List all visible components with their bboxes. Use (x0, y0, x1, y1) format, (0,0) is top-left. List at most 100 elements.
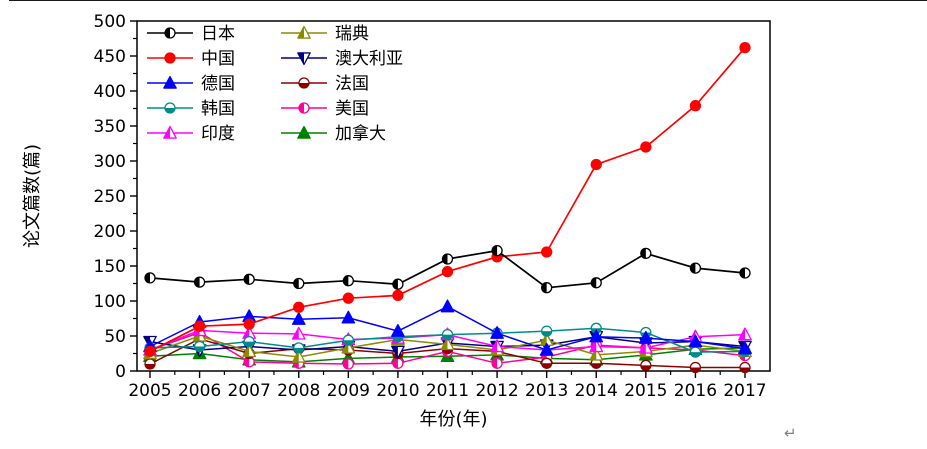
data-point-marker (541, 246, 553, 258)
data-point-marker (440, 299, 455, 313)
data-point-marker (689, 361, 702, 374)
series-layer (143, 41, 752, 374)
data-point-marker (392, 289, 404, 302)
x-axis-title: 年份(年) (419, 409, 487, 430)
legend-item-india: 印度 (147, 124, 235, 144)
x-tick-label: 2017 (723, 381, 766, 401)
legend-label-china: 中国 (201, 49, 235, 69)
data-point-marker (541, 282, 553, 294)
x-tick-label: 2007 (228, 381, 271, 401)
data-point-marker (640, 141, 652, 153)
data-point-marker (291, 312, 306, 325)
data-point-marker (293, 277, 305, 290)
data-point-marker (589, 347, 604, 361)
x-axis: 2005 2006 2007 2008 2009 2010 2011 2012 2013 2014… (128, 371, 767, 430)
legend-label-germany: 德国 (201, 74, 235, 94)
data-point-marker (739, 41, 751, 54)
data-point-marker (341, 340, 356, 354)
x-tick-label: 2015 (624, 381, 667, 401)
data-point-marker (541, 357, 553, 369)
data-point-marker (243, 273, 255, 285)
x-tick-label: 2012 (475, 381, 518, 401)
data-point-marker (298, 102, 310, 114)
series-japan (144, 244, 751, 294)
data-point-marker (589, 329, 604, 343)
x-tick-label: 2013 (525, 381, 568, 401)
data-point-marker (590, 158, 602, 171)
data-point-marker (164, 27, 176, 39)
data-point-marker (640, 359, 652, 372)
page-frame-top-border (9, 0, 927, 1)
data-point-marker (590, 277, 602, 289)
data-point-marker (164, 102, 176, 114)
x-tick-label: 2005 (128, 381, 171, 401)
data-point-marker (193, 340, 206, 353)
y-tick-label: 450 (94, 47, 126, 67)
x-tick-label: 2009 (327, 381, 370, 401)
legend-label-japan: 日本 (201, 24, 235, 44)
data-point-marker (291, 326, 306, 340)
legend-item-japan: 日本 (147, 24, 235, 44)
data-point-marker (297, 52, 311, 66)
data-point-marker (639, 340, 653, 354)
legend-label-sweden: 瑞典 (335, 24, 369, 44)
legend-item-sweden: 瑞典 (281, 24, 369, 44)
data-point-marker (491, 357, 503, 369)
data-point-marker (342, 358, 354, 370)
data-point-marker (297, 25, 311, 39)
data-point-marker (490, 326, 504, 339)
data-point-marker (689, 100, 702, 112)
x-tick-label: 2006 (178, 381, 221, 401)
data-point-marker (342, 292, 354, 304)
data-point-marker (739, 361, 751, 374)
paragraph-return-icon: ↵ (784, 424, 797, 442)
legend-label-india: 印度 (201, 124, 235, 144)
series-germany (143, 299, 752, 356)
data-point-marker (193, 276, 206, 288)
legend-label-korea: 韩国 (201, 99, 235, 119)
data-point-marker (491, 244, 503, 257)
data-point-marker (441, 328, 454, 341)
data-point-marker (163, 125, 177, 139)
x-tick-label: 2010 (376, 381, 419, 401)
data-point-marker (589, 339, 604, 353)
data-point-marker (391, 323, 405, 337)
data-point-marker (163, 75, 177, 89)
data-point-marker (298, 77, 310, 89)
y-tick-label: 150 (94, 257, 126, 277)
data-point-marker (392, 357, 404, 369)
data-point-marker (392, 278, 404, 290)
y-tick-label: 200 (94, 222, 126, 242)
x-tick-label: 2016 (674, 381, 717, 401)
data-point-marker (293, 342, 305, 354)
data-point-marker (688, 334, 703, 348)
data-point-marker (243, 335, 255, 348)
legend-label-canada: 加拿大 (335, 123, 386, 144)
data-point-marker (144, 345, 156, 358)
y-tick-label: 0 (115, 362, 126, 382)
data-point-marker (341, 310, 356, 324)
data-point-marker (193, 320, 206, 332)
legend-item-germany: 德国 (147, 74, 235, 94)
legend-item-korea: 韩国 (147, 99, 235, 119)
y-tick-label: 500 (94, 12, 126, 32)
data-point-marker (293, 301, 305, 313)
y-tick-label: 250 (94, 187, 126, 207)
data-point-marker (590, 357, 602, 369)
x-tick-label: 2011 (426, 381, 469, 401)
y-tick-label: 50 (104, 327, 126, 347)
data-point-marker (291, 349, 306, 363)
legend-label-australia: 澳大利亚 (335, 49, 403, 69)
data-point-marker (144, 272, 156, 284)
data-point-marker (441, 253, 454, 265)
legend-item-canada: 加拿大 (281, 123, 386, 144)
legend-item-france: 法国 (281, 74, 369, 94)
data-point-marker (689, 346, 702, 358)
data-point-marker (144, 358, 156, 370)
data-point-marker (297, 125, 311, 139)
x-tick-label: 2014 (575, 381, 618, 401)
legend-item-china: 中国 (147, 49, 235, 69)
